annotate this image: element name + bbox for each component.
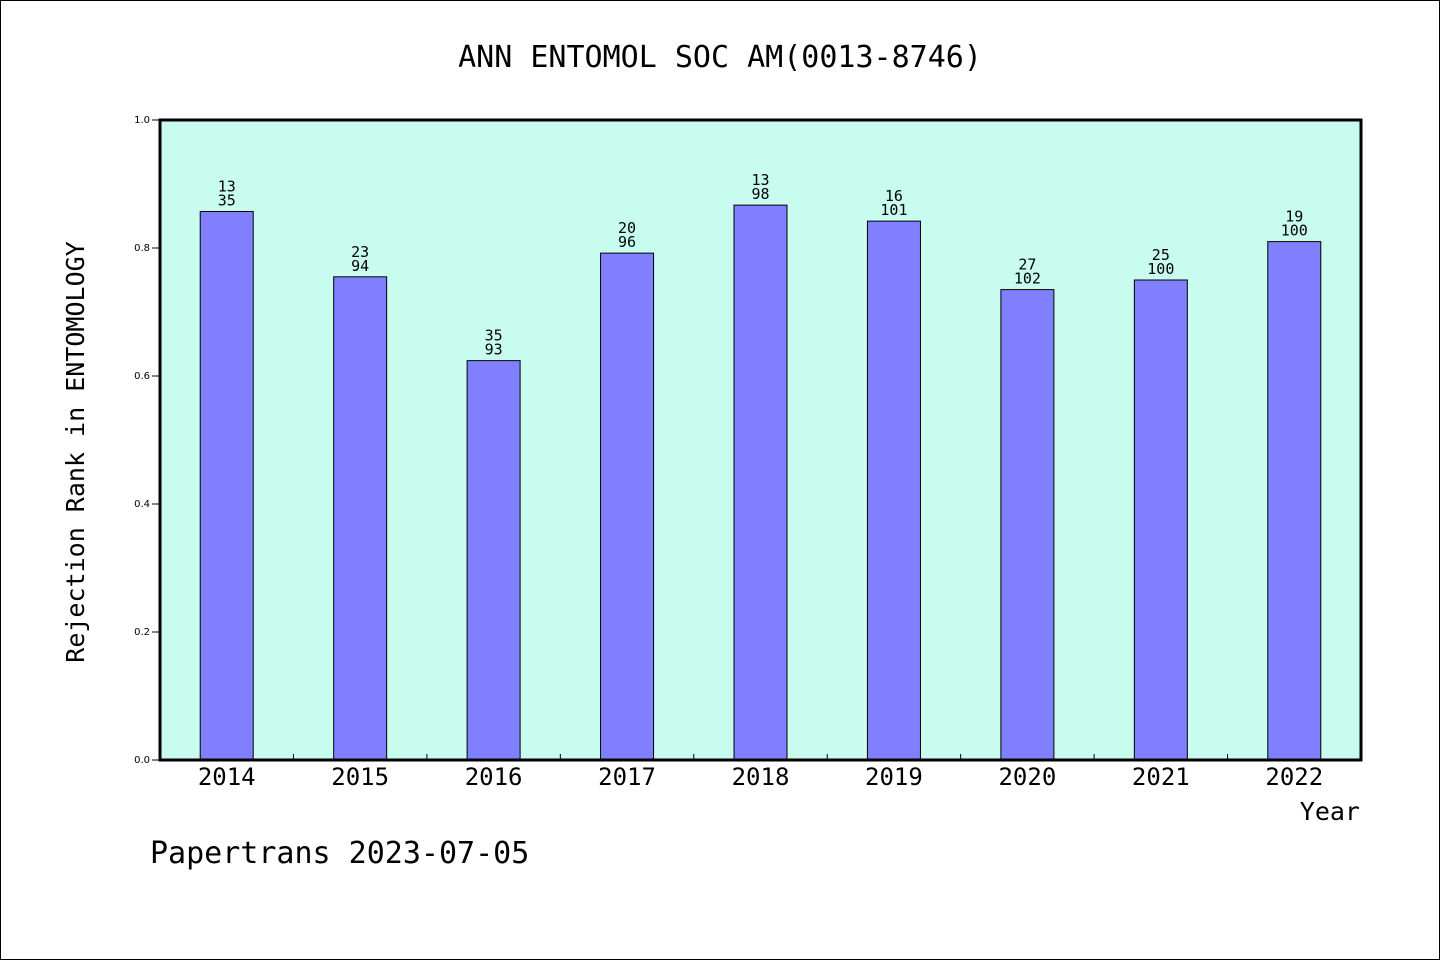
bar-total-label: 100 (1147, 260, 1174, 278)
bar-2019 (866, 220, 921, 761)
plot-border (158, 118, 1363, 762)
y-tick-label: 0.4 (134, 499, 150, 510)
bar-rank-label: 13 (751, 171, 769, 189)
bar-rank-label: 35 (485, 327, 503, 345)
bar-2021 (1133, 279, 1188, 761)
x-tick-label: 2018 (732, 763, 790, 791)
x-tick-label: 2020 (998, 763, 1056, 791)
x-tick-label: 2022 (1265, 763, 1323, 791)
bar-total-label: 100 (1281, 222, 1308, 240)
bar-2015 (333, 276, 388, 761)
bar-rank-label: 25 (1152, 246, 1170, 264)
bar-total-label: 94 (351, 257, 369, 275)
chart-title: ANN ENTOMOL SOC AM(0013-8746) (458, 40, 982, 75)
y-tick-label: 0.6 (134, 371, 150, 382)
bar-total-label: 93 (485, 341, 503, 359)
bar-2014 (199, 211, 254, 761)
bar-rank-label: 19 (1285, 208, 1303, 226)
y-tick-label: 0.8 (134, 243, 150, 254)
x-tick-label: 2017 (598, 763, 656, 791)
y-tick-label: 1.0 (134, 115, 150, 126)
x-tick-label: 2016 (465, 763, 523, 791)
bar-2016 (466, 360, 521, 761)
y-tick-label: 0.2 (134, 627, 150, 638)
y-axis-label: Rejection Rank in ENTOMOLOGY (61, 241, 90, 662)
bar-rank-label: 27 (1018, 256, 1036, 274)
bars (199, 204, 1322, 761)
bar-rank-label: 13 (218, 178, 236, 196)
x-tick-label: 2015 (331, 763, 389, 791)
bar-2017 (600, 252, 655, 761)
bar-total-label: 35 (218, 192, 236, 210)
bar-rank-label: 23 (351, 243, 369, 261)
x-tick-label: 2014 (198, 763, 256, 791)
bar-2022 (1267, 241, 1322, 761)
x-axis-label: Year (1300, 797, 1360, 826)
x-axis-ticks: 2014 2015 2016 2017 2018 2019 2020 2021 2022 (198, 754, 1323, 791)
footer-source: Papertrans 2023-07-05 (150, 836, 529, 871)
bar-total-label: 102 (1014, 270, 1041, 288)
x-tick-label: 2019 (865, 763, 923, 791)
y-axis-ticks: 0.0 0.2 0.4 0.6 0.8 1.0 (134, 115, 160, 766)
bar-total-label: 96 (618, 233, 636, 251)
bar-2018 (733, 204, 788, 761)
bar-total-label: 98 (751, 185, 769, 203)
y-tick-label: 0.0 (134, 755, 150, 766)
bar-rank-label: 20 (618, 219, 636, 237)
x-tick-label: 2021 (1132, 763, 1190, 791)
bar-2020 (1000, 289, 1055, 761)
bar-total-label: 101 (880, 201, 907, 219)
bar-rank-label: 16 (885, 187, 903, 205)
